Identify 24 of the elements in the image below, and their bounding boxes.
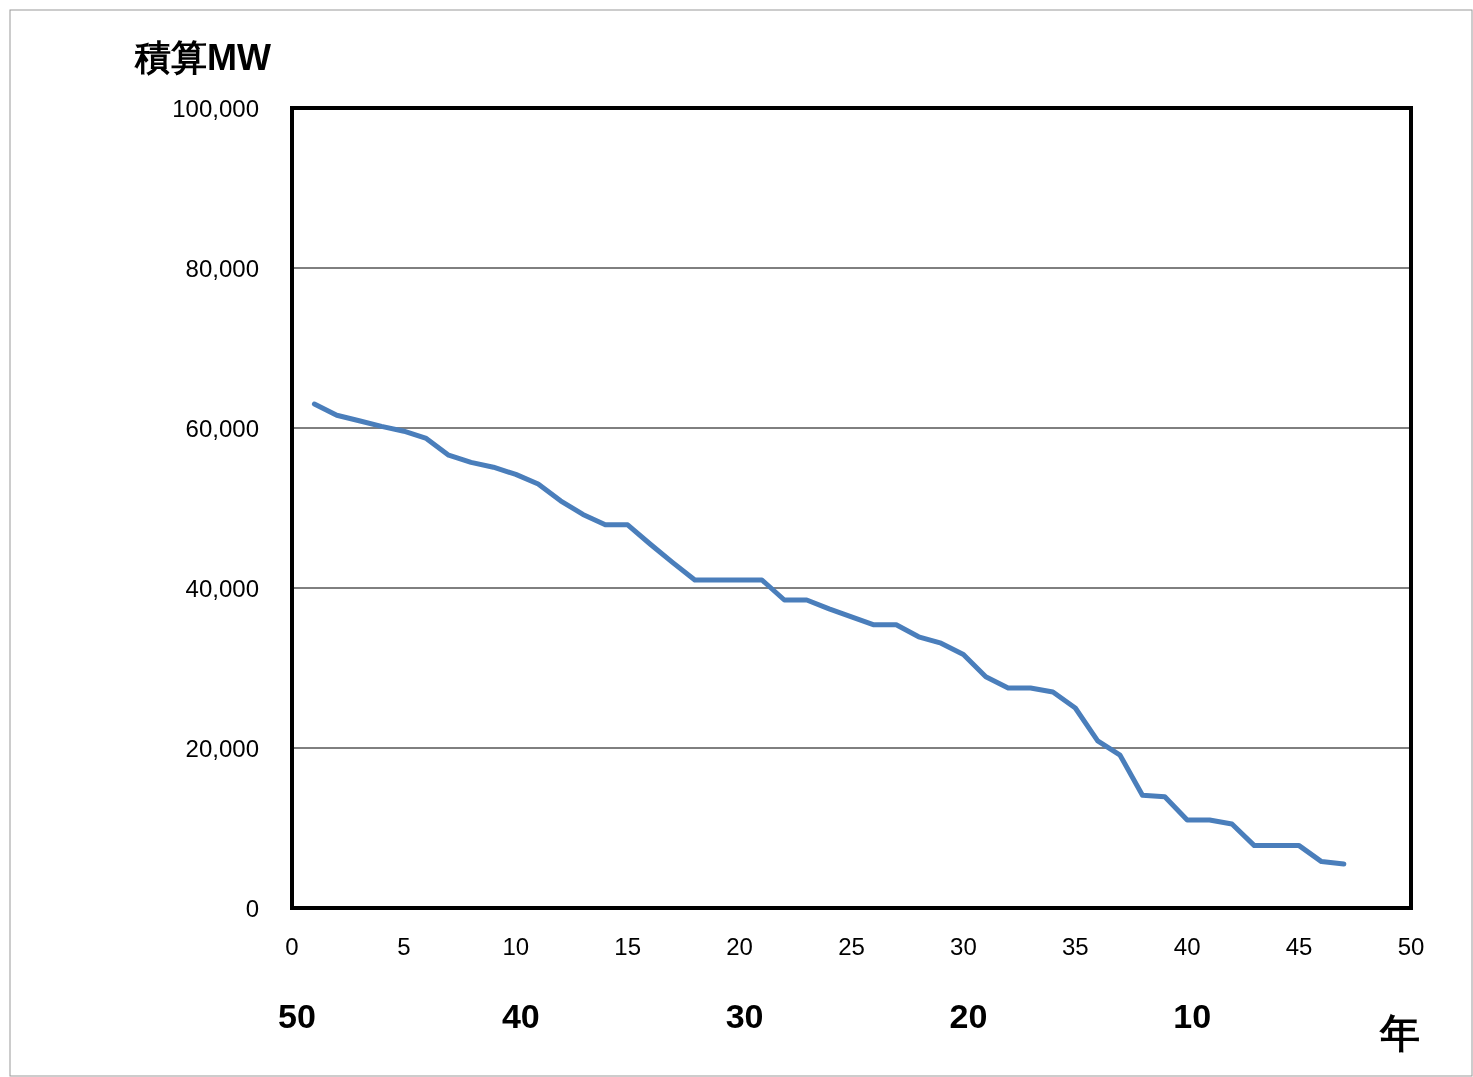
x-tick-label: 30 [950,933,977,960]
x2-tick-label: 20 [949,997,988,1035]
x2-axis-title: 年 [1379,1011,1420,1055]
y-tick-label: 60,000 [185,415,259,442]
x-tick-label: 35 [1061,933,1089,960]
x-tick-label: 50 [1397,933,1425,960]
y-tick-label: 20,000 [185,735,259,762]
y-tick-label: 0 [245,895,259,922]
x2-tick-label: 30 [725,997,764,1035]
x-tick-label: 0 [285,933,299,960]
x2-tick-label: 40 [501,997,540,1035]
x-tick-label: 5 [397,933,411,960]
x-tick-label: 10 [502,933,530,960]
x2-tick-label: 10 [1173,997,1212,1035]
x-tick-label: 40 [1173,933,1201,960]
x-tick-label: 15 [614,933,642,960]
x-tick-label: 25 [838,933,865,960]
y-tick-label: 80,000 [185,255,259,282]
x-tick-label: 20 [726,933,753,960]
y-tick-label: 40,000 [185,575,259,602]
y-tick-label: 100,000 [172,95,259,122]
x2-tick-label: 50 [278,997,316,1035]
x-tick-label: 45 [1285,933,1313,960]
y-axis-title: 積算MW [134,37,271,78]
